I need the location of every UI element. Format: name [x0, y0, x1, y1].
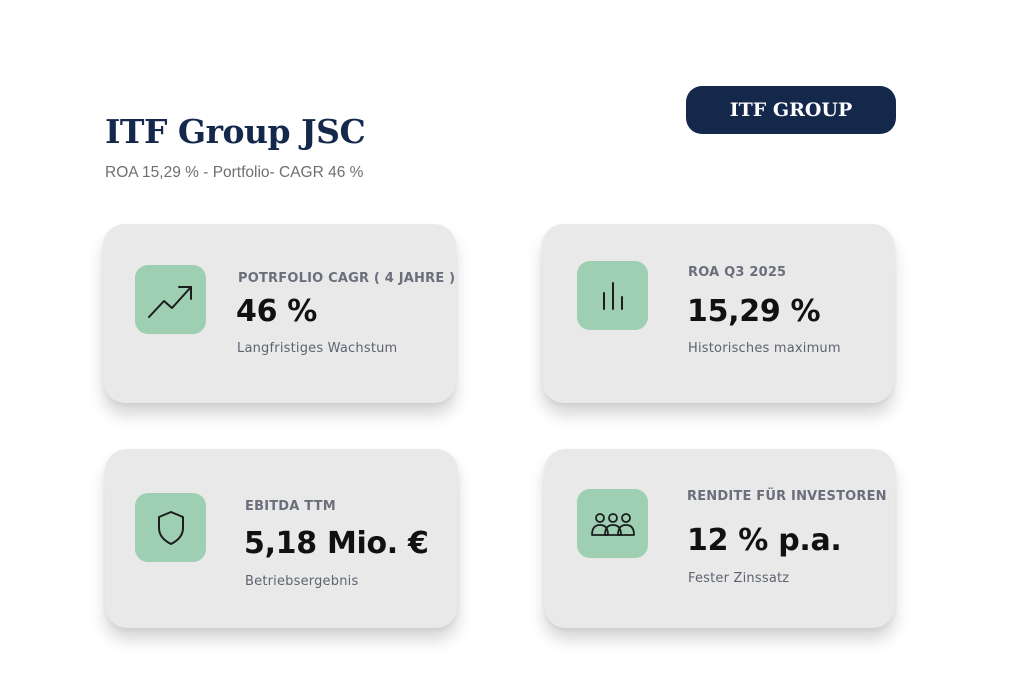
card-value: 12 % p.a.: [687, 523, 842, 558]
trending-up-icon: [135, 265, 206, 334]
kpi-card-portfolio-cagr: POTRFOLIO CAGR ( 4 JAHRE ) 46 % Langfris…: [103, 224, 456, 403]
card-label: ROA Q3 2025: [688, 265, 787, 280]
card-description: Betriebsergebnis: [245, 574, 359, 589]
page-title: ITF Group JSC: [105, 112, 366, 151]
bar-chart-icon: [577, 261, 648, 330]
card-label: POTRFOLIO CAGR ( 4 JAHRE ): [238, 271, 456, 286]
card-value: 5,18 Mio. €: [244, 526, 429, 561]
users-icon: [577, 489, 648, 558]
page-subtitle: ROA 15,29 % - Portfolio- CAGR 46 %: [105, 164, 364, 181]
kpi-card-rendite: RENDITE FÜR INVESTOREN 12 % p.a. Fester …: [544, 449, 895, 628]
card-value: 15,29 %: [687, 294, 821, 329]
kpi-card-roa: ROA Q3 2025 15,29 % Historisches maximum: [542, 224, 894, 403]
kpi-card-ebitda: EBITDA TTM 5,18 Mio. € Betriebsergebnis: [105, 449, 458, 628]
card-description: Fester Zinssatz: [688, 571, 790, 586]
card-label: RENDITE FÜR INVESTOREN: [687, 489, 887, 504]
card-label: EBITDA TTM: [245, 499, 336, 514]
card-value: 46 %: [236, 294, 318, 329]
card-description: Historisches maximum: [688, 341, 841, 356]
shield-icon: [135, 493, 206, 562]
itf-group-button[interactable]: ITF GROUP: [686, 86, 896, 134]
card-description: Langfristiges Wachstum: [237, 341, 398, 356]
